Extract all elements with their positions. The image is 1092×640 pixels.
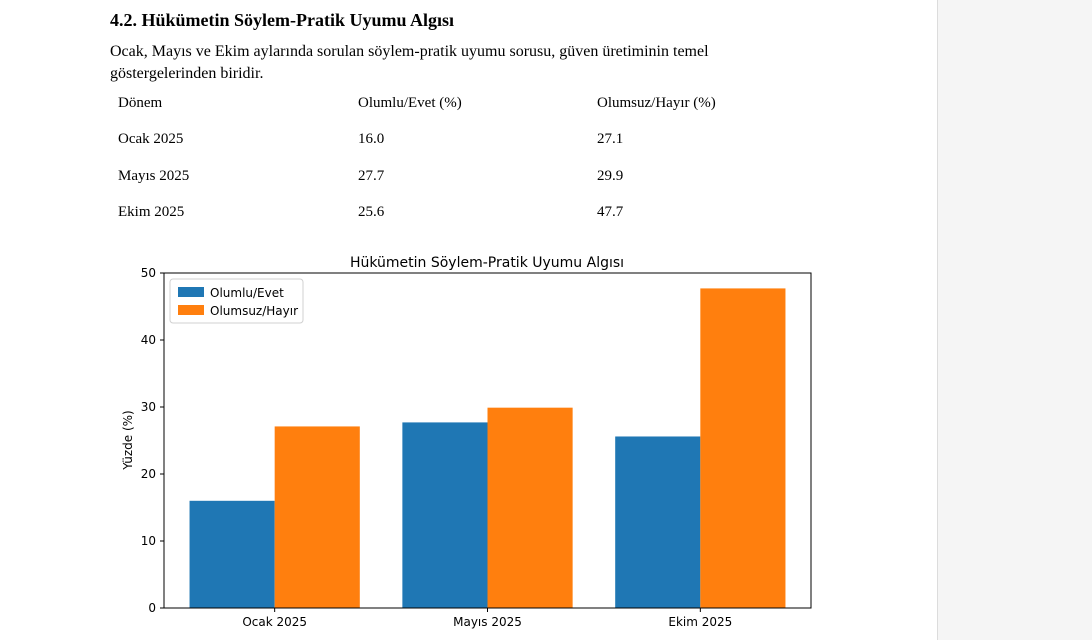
section-heading: 4.2. Hükümetin Söylem-Pratik Uyumu Algıs… [110,10,455,30]
y-tick-label: 0 [148,601,156,615]
x-tick-label: Mayıs 2025 [453,615,522,629]
table-cell: 27.7 [358,168,385,184]
table-header-cell: Olumlu/Evet (%) [358,95,462,111]
y-tick-label: 30 [141,400,156,414]
y-tick-label: 10 [141,534,156,548]
y-tick-label: 50 [141,266,156,280]
table-cell: 47.7 [597,204,624,220]
table-header-cell: Dönem [118,95,163,111]
table-cell: Mayıs 2025 [118,168,190,184]
y-axis-label: Yüzde (%) [121,410,135,470]
table-cell: 25.6 [358,204,385,220]
chart-title: Hükümetin Söylem-Pratik Uyumu Algısı [350,255,624,271]
x-tick-label: Ekim 2025 [668,615,732,629]
table-cell: 27.1 [597,131,624,147]
bar-chart: Hükümetin Söylem-Pratik Uyumu Algısı Yüz… [121,255,812,629]
table-cell: 29.9 [597,168,624,184]
bar [274,426,360,608]
table-cell: Ocak 2025 [118,131,184,147]
table-cell: Ekim 2025 [118,204,185,220]
legend-label: Olumsuz/Hayır [210,304,298,318]
legend-swatch [178,305,204,315]
bar [402,422,488,608]
document-page: 4.2. Hükümetin Söylem-Pratik Uyumu Algıs… [110,0,938,640]
bar [189,500,275,608]
bar [615,436,701,608]
legend-swatch [178,287,204,297]
paragraph-line: göstergelerinden biridir. [110,65,264,82]
table-header-cell: Olumsuz/Hayır (%) [597,95,716,111]
paragraph-line: Ocak, Mayıs ve Ekim aylarında sorulan sö… [110,43,709,60]
bar [487,407,573,608]
side-panel [938,0,1092,640]
table-cell: 16.0 [358,131,385,147]
section-paragraph: Ocak, Mayıs ve Ekim aylarında sorulan sö… [110,41,810,85]
plot-frame [163,272,812,609]
y-tick-label: 20 [141,467,156,481]
legend-label: Olumlu/Evet [210,286,284,300]
bar [700,288,786,608]
y-tick-label: 40 [141,333,156,347]
x-tick-label: Ocak 2025 [242,615,307,629]
